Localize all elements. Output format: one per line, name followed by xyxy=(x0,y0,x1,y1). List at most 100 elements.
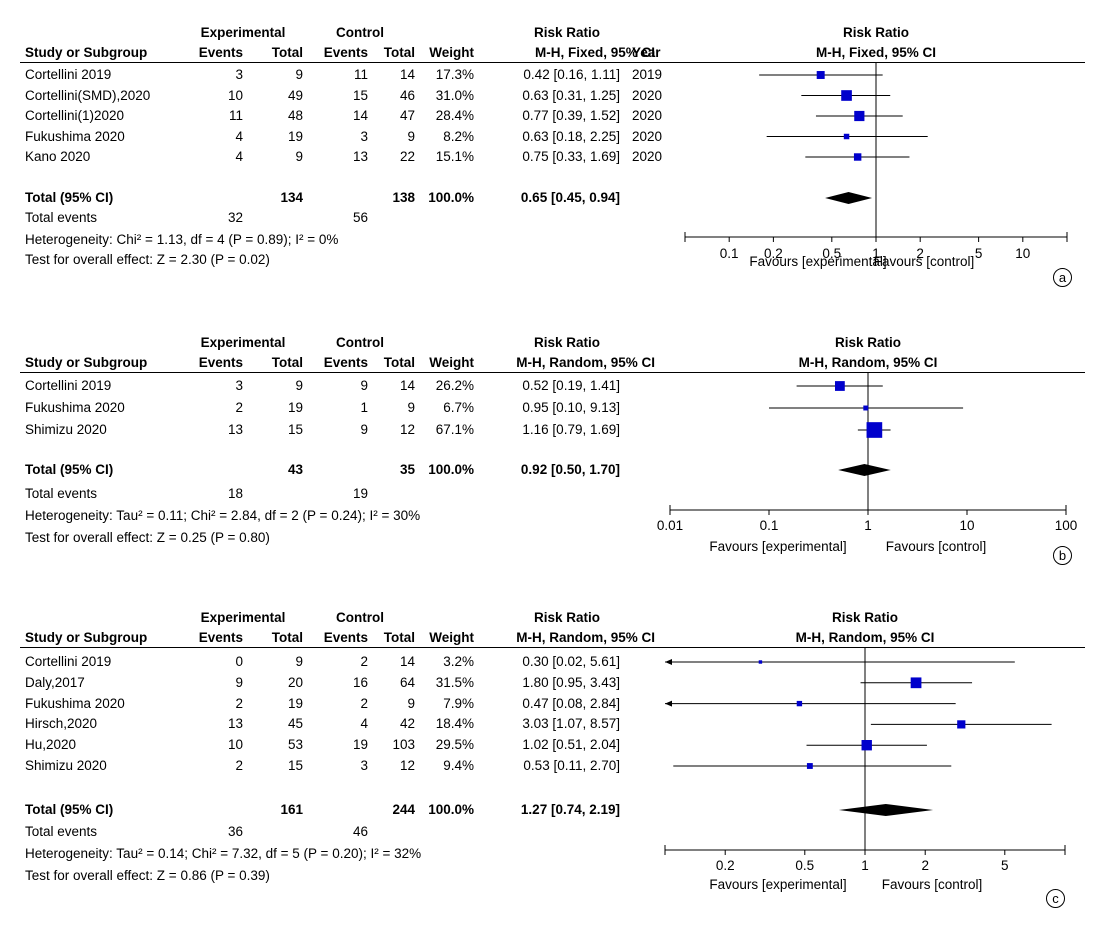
rr-method-header: M-H, Random, 95% CI xyxy=(516,630,655,645)
panel-label-circle: a xyxy=(1053,268,1072,287)
group-header-experimental: Experimental xyxy=(200,335,286,350)
ci-cell: 0.77 [0.39, 1.52] xyxy=(522,108,620,123)
ci-cell: 0.75 [0.33, 1.69] xyxy=(522,149,620,164)
exp-total-cell: 9 xyxy=(295,378,303,393)
total-events-label: Total events xyxy=(25,824,98,839)
ctrl-total-header: Total xyxy=(383,45,415,60)
pooled-diamond xyxy=(838,804,934,816)
exp-events-cell: 3 xyxy=(235,67,243,82)
x-tick-label: 0.2 xyxy=(763,246,783,261)
total-events-exp: 18 xyxy=(227,486,243,501)
rr-method-header: M-H, Fixed, 95% CI xyxy=(534,45,655,60)
ctrl-events-cell: 1 xyxy=(360,400,368,415)
study-name: Fukushima 2020 xyxy=(25,695,125,711)
x-tick-label: 1 xyxy=(861,858,869,873)
plot-title: Risk Ratio xyxy=(842,25,910,40)
exp-events-cell: 0 xyxy=(235,654,243,669)
header-rule xyxy=(20,62,1085,63)
x-tick-label: 5 xyxy=(974,246,983,261)
ctrl-events-cell: 11 xyxy=(353,67,368,82)
total-events-label: Total events xyxy=(25,210,98,225)
study-column-header: Study or Subgroup xyxy=(25,630,148,645)
ctrl-total-header: Total xyxy=(383,630,415,645)
year-cell: 2019 xyxy=(632,67,663,82)
total-events-ctrl: 56 xyxy=(352,210,368,225)
plot-method-header: M-H, Fixed, 95% CI xyxy=(815,45,937,60)
ctrl-total-cell: 12 xyxy=(399,422,415,437)
ci-arrow-left xyxy=(665,700,672,707)
ctrl-total-cell: 9 xyxy=(407,400,415,415)
exp-events-cell: 9 xyxy=(235,674,243,690)
weight-cell: 67.1% xyxy=(435,422,474,437)
x-tick-label: 0.5 xyxy=(795,858,815,873)
effect-marker xyxy=(758,660,763,664)
weight-header: Weight xyxy=(429,630,474,645)
exp-total-cell: 15 xyxy=(287,422,303,437)
total-events-label: Total events xyxy=(25,486,98,501)
effect-marker xyxy=(841,90,852,101)
overall-effect-text: Test for overall effect: Z = 2.30 (P = 0… xyxy=(25,252,270,267)
effect-marker xyxy=(843,133,850,140)
effect-marker xyxy=(816,71,825,79)
favours-control-label: Favours [control] xyxy=(873,254,975,269)
favours-experimental-label: Favours [experimental] xyxy=(709,539,847,554)
study-name: Cortellini 2019 xyxy=(25,378,112,393)
ctrl-events-header: Events xyxy=(323,630,368,645)
exp-events-header: Events xyxy=(198,355,243,370)
study-name: Cortellini(1)2020 xyxy=(25,108,125,123)
effect-marker xyxy=(910,677,922,689)
effect-marker xyxy=(834,381,845,391)
weight-header: Weight xyxy=(429,45,474,60)
weight-cell: 17.3% xyxy=(435,67,474,82)
study-name: Cortellini 2019 xyxy=(25,67,112,82)
study-name: Fukushima 2020 xyxy=(25,128,125,144)
overall-effect-text: Test for overall effect: Z = 0.25 (P = 0… xyxy=(25,530,270,545)
x-tick-label: 10 xyxy=(959,518,975,533)
effect-marker xyxy=(863,405,869,411)
x-tick-label: 10 xyxy=(1015,246,1031,261)
weight-cell: 3.2% xyxy=(443,654,474,669)
ctrl-events-cell: 16 xyxy=(352,674,368,690)
ci-cell: 1.80 [0.95, 3.43] xyxy=(522,674,620,690)
study-name: Cortellini(SMD),2020 xyxy=(25,87,151,103)
plot-method-header: M-H, Random, 95% CI xyxy=(798,355,938,370)
ctrl-total-cell: 103 xyxy=(392,737,415,753)
total-ci: 0.92 [0.50, 1.70] xyxy=(520,462,620,477)
year-cell: 2020 xyxy=(632,108,663,123)
exp-total-cell: 19 xyxy=(287,695,303,711)
favours-experimental-label: Favours [experimental] xyxy=(749,254,887,269)
ci-cell: 0.52 [0.19, 1.41] xyxy=(522,378,620,393)
exp-events-cell: 2 xyxy=(235,400,243,415)
exp-total-cell: 9 xyxy=(295,149,303,164)
effect-marker xyxy=(854,110,865,122)
ctrl-events-cell: 19 xyxy=(352,737,368,753)
ci-cell: 0.63 [0.31, 1.25] xyxy=(522,87,620,103)
ci-cell: 1.16 [0.79, 1.69] xyxy=(522,422,620,437)
heterogeneity-text: Heterogeneity: Tau² = 0.14; Chi² = 7.32,… xyxy=(25,846,422,861)
exp-total-cell: 49 xyxy=(287,87,303,103)
x-tick-label: 100 xyxy=(1054,518,1078,533)
exp-events-cell: 4 xyxy=(235,149,243,164)
ctrl-events-cell: 3 xyxy=(360,758,368,773)
exp-events-cell: 13 xyxy=(227,716,243,732)
ctrl-events-cell: 2 xyxy=(360,695,368,711)
x-tick-label: 2 xyxy=(916,246,924,261)
heterogeneity-text: Heterogeneity: Tau² = 0.11; Chi² = 2.84,… xyxy=(25,508,421,523)
ctrl-total-header: Total xyxy=(383,355,415,370)
pooled-diamond xyxy=(838,464,891,476)
rr-method-header: M-H, Random, 95% CI xyxy=(516,355,655,370)
ctrl-total-cell: 64 xyxy=(399,674,415,690)
plot-title: Risk Ratio xyxy=(834,335,902,350)
ci-arrow-left xyxy=(665,659,672,665)
total-ctrl: 35 xyxy=(399,462,415,477)
weight-cell: 8.2% xyxy=(443,128,474,144)
ctrl-events-cell: 2 xyxy=(360,654,368,669)
exp-events-cell: 10 xyxy=(227,87,243,103)
exp-total-cell: 15 xyxy=(287,758,303,773)
weight-cell: 29.5% xyxy=(435,737,474,753)
total-events-exp: 36 xyxy=(227,824,243,839)
exp-total-cell: 48 xyxy=(287,108,303,123)
exp-events-header: Events xyxy=(198,630,243,645)
ctrl-total-cell: 12 xyxy=(399,758,415,773)
